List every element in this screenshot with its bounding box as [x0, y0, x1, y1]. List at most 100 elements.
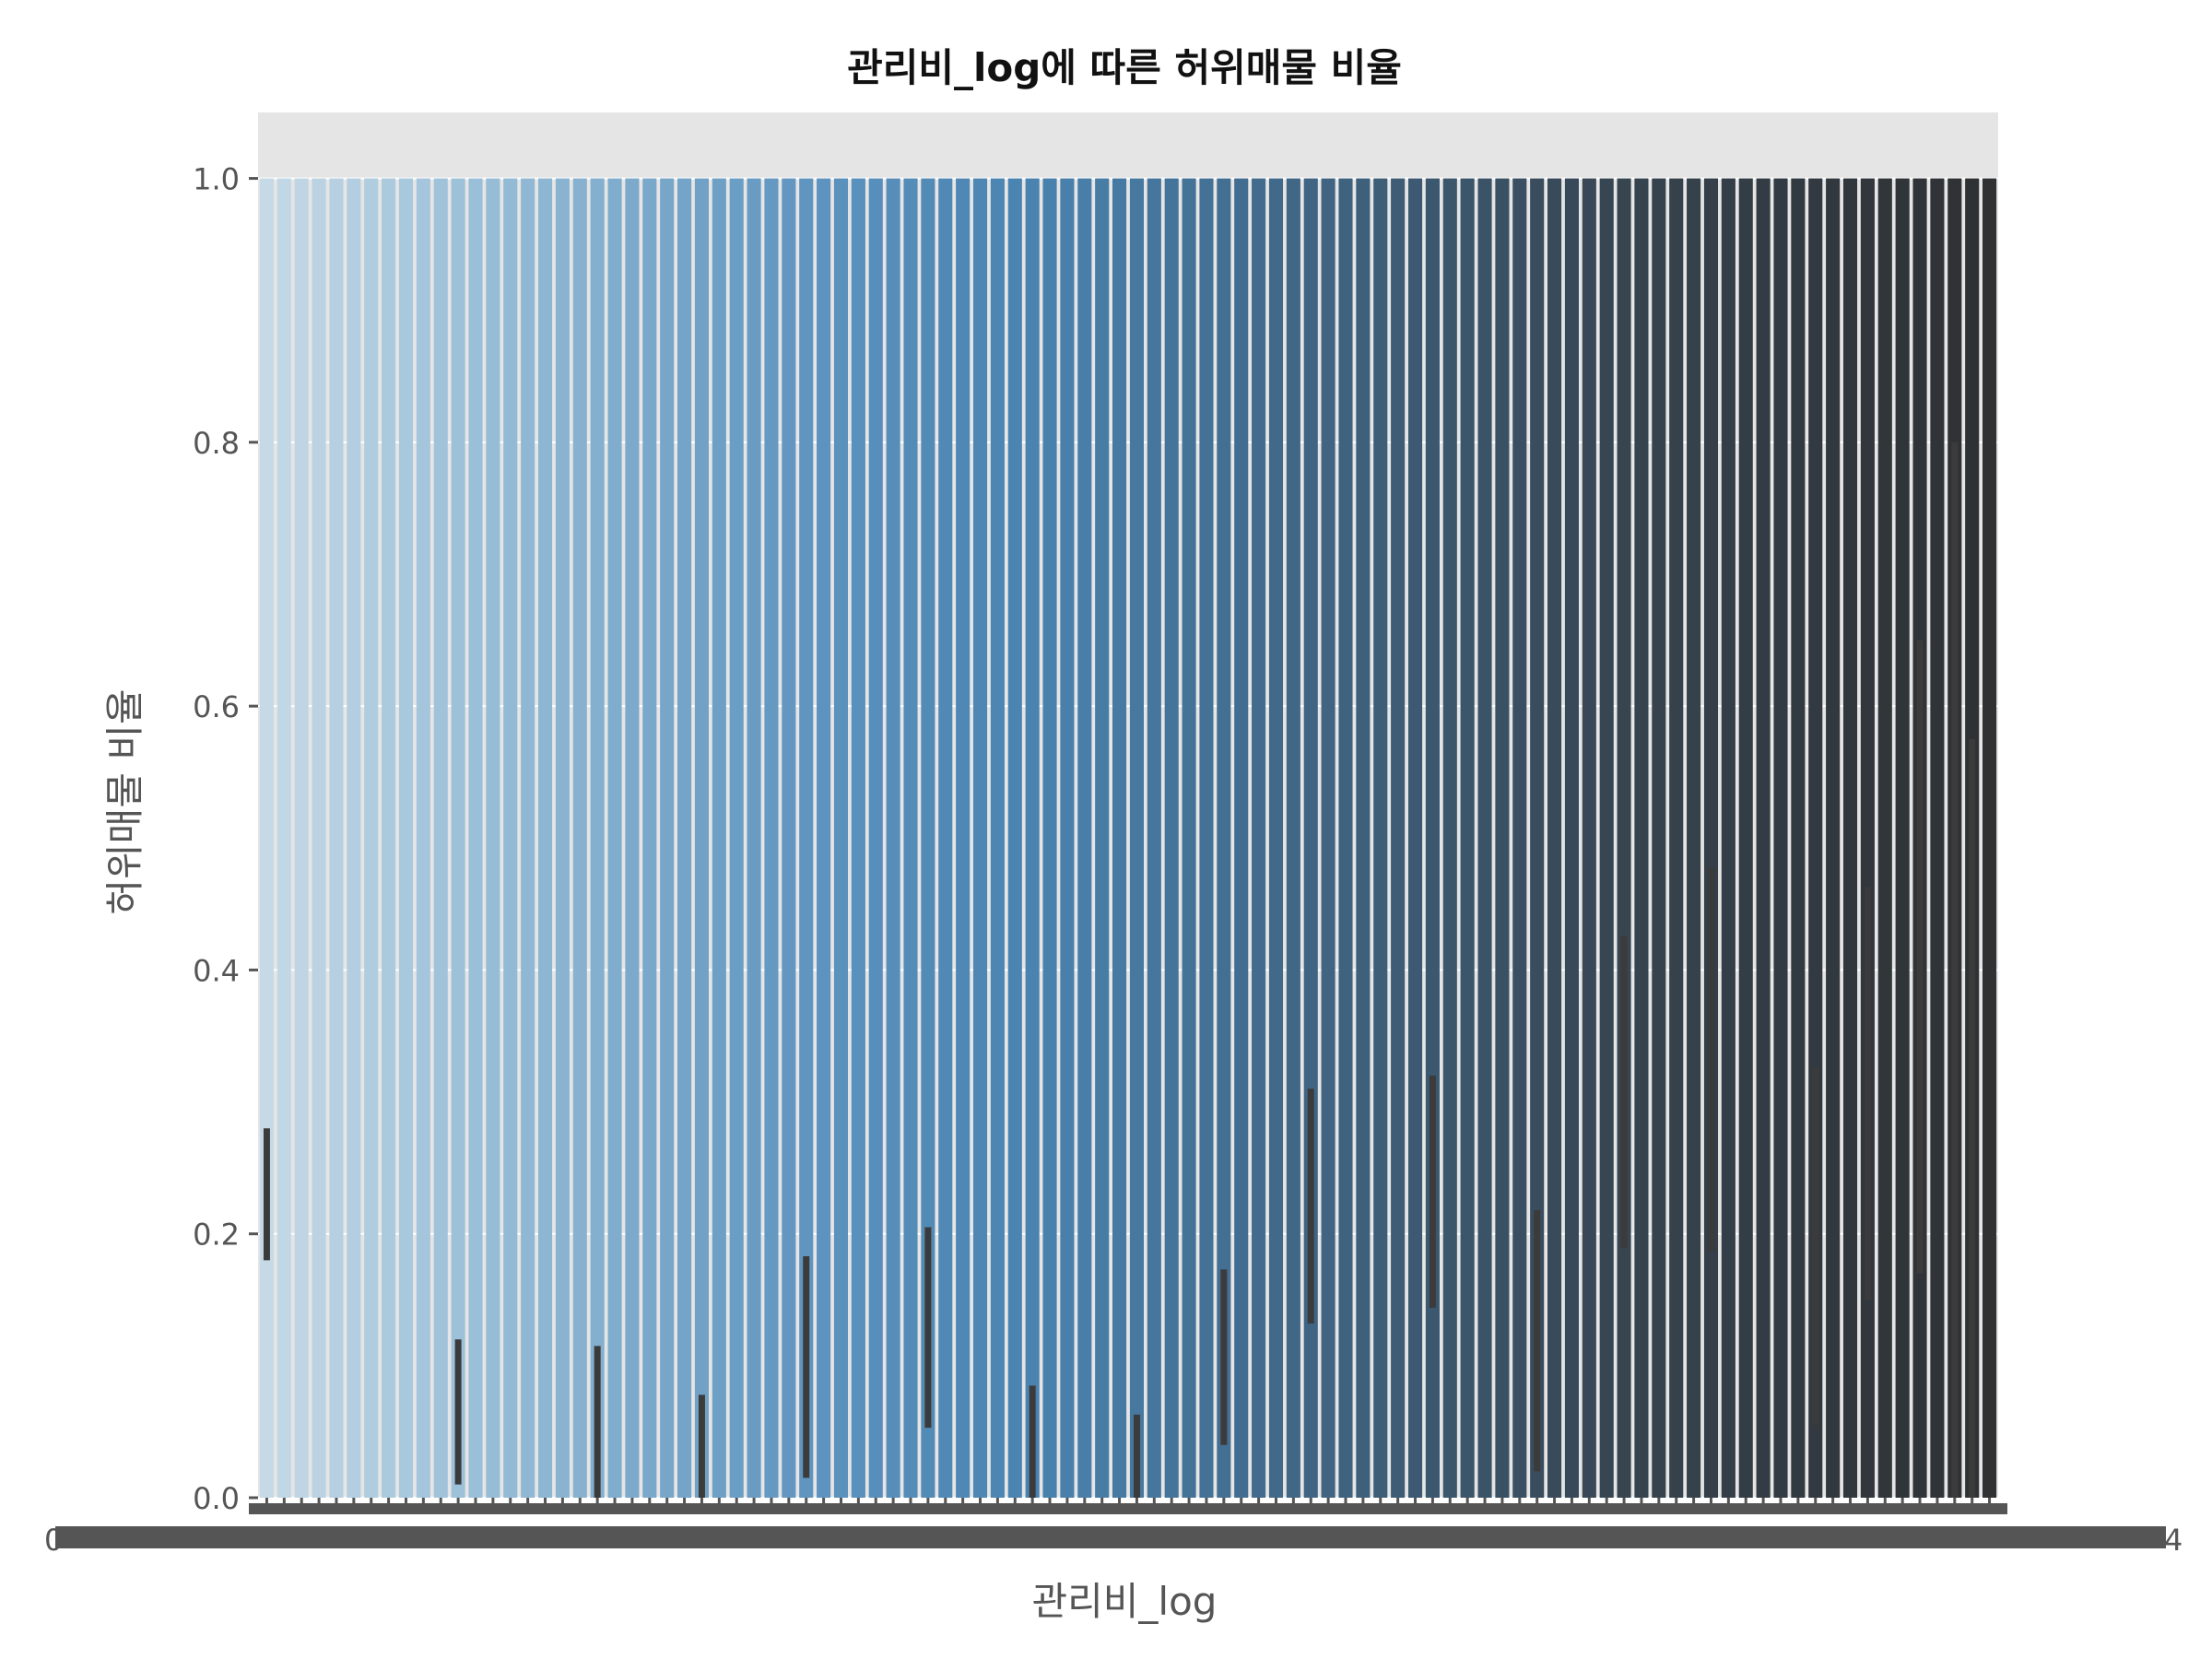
bar — [1460, 178, 1475, 1499]
bar — [694, 178, 709, 1499]
bar — [729, 178, 744, 1499]
x-tick-label: 0 — [44, 1523, 63, 1558]
y-axis-label: 허위매물 비율 — [102, 688, 147, 914]
bar — [329, 178, 344, 1499]
bar — [799, 178, 814, 1499]
bar — [468, 178, 483, 1499]
bar — [1495, 178, 1510, 1499]
bar — [1234, 178, 1249, 1499]
bar — [398, 178, 414, 1499]
bar — [1303, 178, 1318, 1499]
x-tick-band — [249, 1503, 2007, 1514]
y-tick-label: 0.2 — [193, 1218, 240, 1253]
bar — [625, 178, 640, 1499]
bar — [555, 178, 570, 1499]
bar — [294, 178, 309, 1499]
bar — [660, 178, 675, 1499]
bar — [851, 178, 865, 1499]
bar — [921, 178, 935, 1499]
bar — [364, 178, 379, 1499]
bar — [1356, 178, 1371, 1499]
bar — [607, 178, 622, 1499]
bar — [1599, 178, 1614, 1499]
bar — [1826, 178, 1841, 1499]
bar — [1687, 178, 1701, 1499]
bar — [1391, 178, 1406, 1499]
x-tick-label: 4 — [2164, 1523, 2183, 1558]
bar — [486, 178, 500, 1499]
bar — [938, 178, 953, 1499]
bar — [1773, 178, 1788, 1499]
bar — [1877, 178, 1892, 1499]
bar — [833, 178, 849, 1499]
y-tick-label: 0.0 — [193, 1481, 240, 1516]
bar — [1060, 178, 1075, 1499]
bar — [1738, 178, 1753, 1499]
bar — [1791, 178, 1806, 1499]
bar — [451, 178, 465, 1499]
bar — [764, 178, 779, 1499]
y-tick-label: 0.4 — [193, 953, 240, 988]
bar — [1547, 178, 1562, 1499]
bar — [1634, 178, 1649, 1499]
bars-group — [259, 178, 1997, 1499]
bar — [972, 178, 988, 1499]
bar — [1042, 178, 1057, 1499]
bar — [712, 178, 726, 1499]
bar — [886, 178, 900, 1499]
bar — [1530, 178, 1545, 1499]
bar — [1442, 178, 1457, 1499]
bar — [1582, 178, 1596, 1499]
bar — [1425, 178, 1440, 1499]
bar — [1252, 178, 1266, 1499]
plot-area-background — [258, 112, 1998, 1498]
bar — [677, 178, 692, 1499]
y-tick-label: 1.0 — [193, 162, 240, 197]
bar — [382, 178, 396, 1499]
bar — [1756, 178, 1771, 1499]
y-ticks-group: 0.0 0.2 0.4 0.6 0.8 1.0 — [193, 162, 258, 1516]
bar — [1129, 178, 1144, 1499]
bar — [868, 178, 883, 1499]
bar — [1147, 178, 1161, 1499]
bar — [1077, 178, 1092, 1499]
chart-title: 관리비_log에 따른 허위매물 비율 — [847, 45, 1402, 90]
bar — [903, 178, 918, 1499]
bar — [347, 178, 361, 1499]
bar — [1217, 178, 1231, 1499]
bar — [1652, 178, 1666, 1499]
bar — [1669, 178, 1684, 1499]
bar — [817, 178, 831, 1499]
bar — [1112, 178, 1127, 1499]
errorbars-group — [263, 441, 1976, 1498]
bar — [1477, 178, 1492, 1499]
bar — [1007, 178, 1022, 1499]
bar — [590, 178, 605, 1499]
bar — [1286, 178, 1300, 1499]
bar — [1808, 178, 1823, 1499]
x-tick-labels-overlap — [55, 1526, 2166, 1548]
bar — [312, 178, 326, 1499]
bar — [572, 178, 587, 1499]
bar — [1164, 178, 1179, 1499]
bar — [259, 178, 274, 1499]
bar — [1930, 178, 1945, 1499]
bar — [1025, 178, 1040, 1499]
y-tick-label: 0.8 — [193, 426, 240, 461]
bar — [1860, 178, 1875, 1499]
bar — [1182, 178, 1196, 1499]
bar — [503, 178, 518, 1499]
bar — [1703, 178, 1719, 1499]
bar — [1407, 178, 1423, 1499]
bar — [956, 178, 971, 1499]
bar — [1983, 178, 1997, 1499]
bar — [782, 178, 796, 1499]
bar — [642, 178, 657, 1499]
bar — [276, 178, 291, 1499]
bar — [1373, 178, 1388, 1499]
bar — [1338, 178, 1353, 1499]
bar — [1199, 178, 1214, 1499]
bar — [1564, 178, 1579, 1499]
